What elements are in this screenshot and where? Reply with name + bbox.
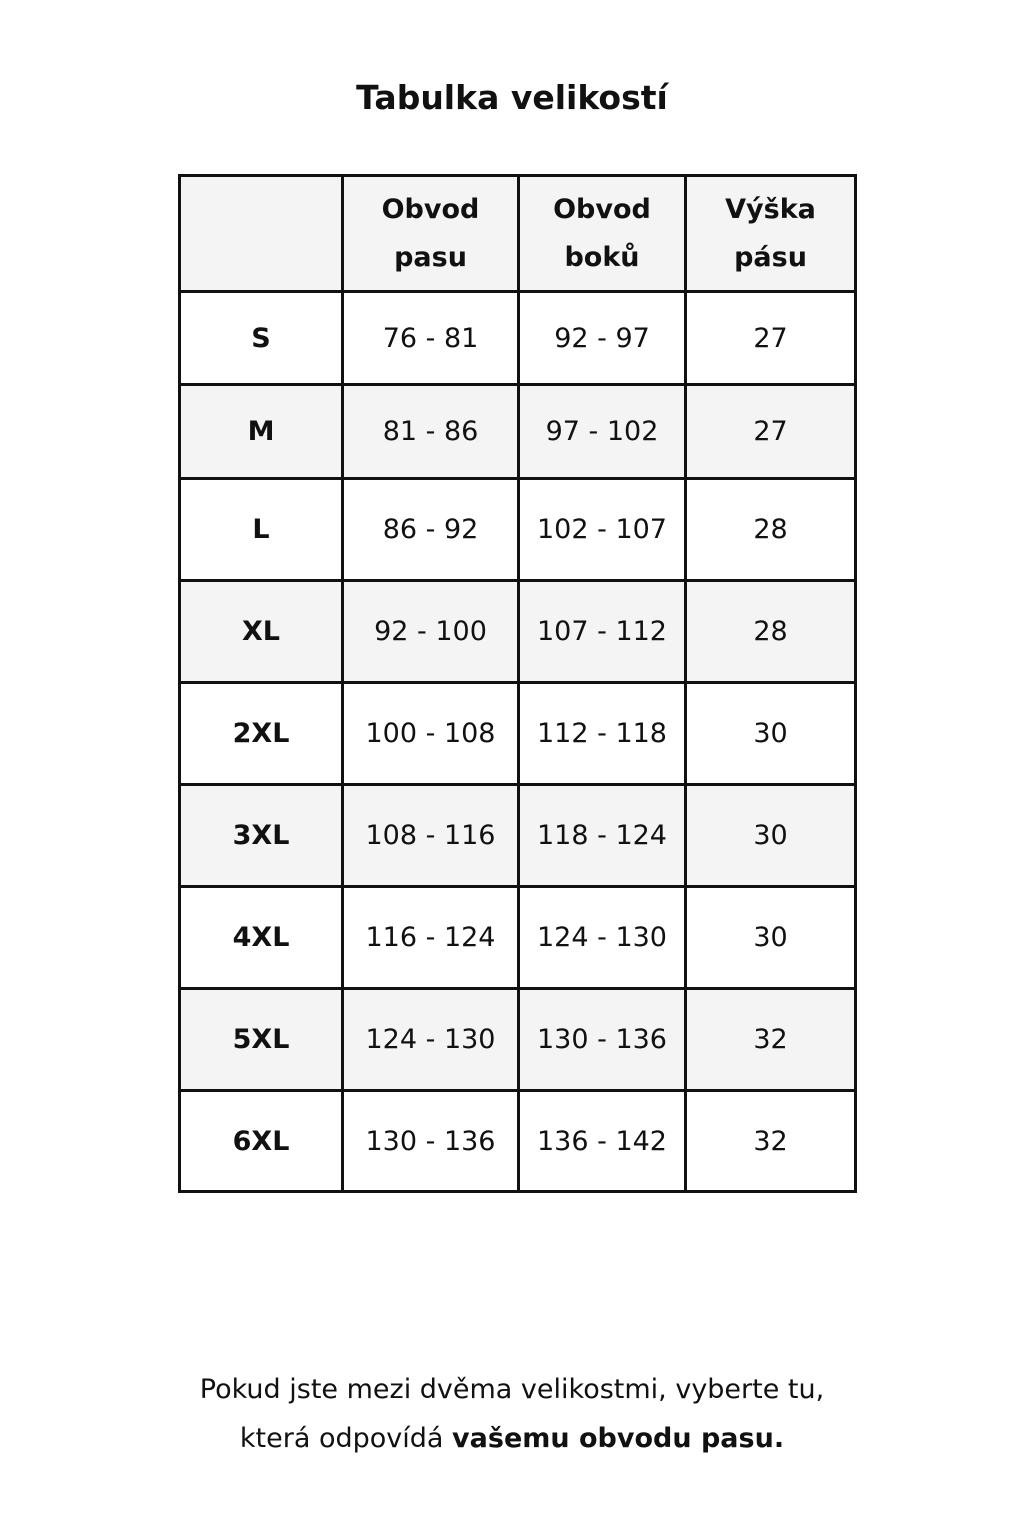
table-cell: 32 (684, 987, 857, 1092)
header-row: Obvod pasu Obvod boků Výška pásu (178, 174, 857, 293)
table-cell: 102 - 107 (517, 477, 687, 582)
table-cell: 116 - 124 (341, 885, 520, 990)
table-row: 4XL 116 - 124 124 - 130 30 (178, 885, 857, 990)
header-text: Výška (725, 193, 816, 225)
size-label: L (178, 477, 344, 582)
table-cell: 30 (684, 681, 857, 786)
footer-note: Pokud jste mezi dvěma velikostmi, vybert… (0, 1365, 1024, 1463)
table-cell: 92 - 97 (517, 290, 687, 386)
table-row: S 76 - 81 92 - 97 27 (178, 290, 857, 386)
table-cell: 130 - 136 (341, 1089, 520, 1193)
header-cell: Výška pásu (684, 174, 857, 293)
header-text: pasu (394, 241, 467, 273)
table-cell: 27 (684, 383, 857, 480)
footer-line-1: Pokud jste mezi dvěma velikostmi, vybert… (199, 1374, 825, 1405)
table-cell: 100 - 108 (341, 681, 520, 786)
table-cell: 130 - 136 (517, 987, 687, 1092)
size-label: M (178, 383, 344, 480)
table-cell: 86 - 92 (341, 477, 520, 582)
table-cell: 97 - 102 (517, 383, 687, 480)
table-row: L 86 - 92 102 - 107 28 (178, 477, 857, 582)
table-cell: 92 - 100 (341, 579, 520, 684)
size-label: 5XL (178, 987, 344, 1092)
table-cell: 136 - 142 (517, 1089, 687, 1193)
size-label: S (178, 290, 344, 386)
footer-plain: která odpovídá (239, 1423, 453, 1454)
header-text: Obvod (381, 193, 480, 225)
table-cell: 124 - 130 (341, 987, 520, 1092)
table-row: 5XL 124 - 130 130 - 136 32 (178, 987, 857, 1092)
table-row: XL 92 - 100 107 - 112 28 (178, 579, 857, 684)
table-cell: 32 (684, 1089, 857, 1193)
size-label: 6XL (178, 1089, 344, 1193)
table-cell: 108 - 116 (341, 783, 520, 888)
table-row: M 81 - 86 97 - 102 27 (178, 383, 857, 480)
table-cell: 124 - 130 (517, 885, 687, 990)
table-cell: 112 - 118 (517, 681, 687, 786)
footer-line-2: která odpovídá vašemu obvodu pasu. (0, 1414, 1024, 1463)
table-cell: 76 - 81 (341, 290, 520, 386)
size-label: XL (178, 579, 344, 684)
page-title: Tabulka velikostí (356, 78, 668, 117)
table-cell: 30 (684, 783, 857, 888)
size-table: Obvod pasu Obvod boků Výška pásu S 76 - 81 92 - … (178, 174, 857, 1193)
table-cell: 27 (684, 290, 857, 386)
header-text: pásu (734, 241, 807, 273)
size-label: 4XL (178, 885, 344, 990)
table-cell: 28 (684, 579, 857, 684)
table-cell: 81 - 86 (341, 383, 520, 480)
header-cell: Obvod pasu (341, 174, 520, 293)
header-cell (178, 174, 344, 293)
footer-bold: vašemu obvodu pasu. (452, 1423, 785, 1454)
table-row: 2XL 100 - 108 112 - 118 30 (178, 681, 857, 786)
table-row: 3XL 108 - 116 118 - 124 30 (178, 783, 857, 888)
table-cell: 107 - 112 (517, 579, 687, 684)
size-label: 2XL (178, 681, 344, 786)
header-text: Obvod (553, 193, 651, 225)
header-text: boků (564, 241, 640, 273)
table-cell: 28 (684, 477, 857, 582)
table-cell: 118 - 124 (517, 783, 687, 888)
header-cell: Obvod boků (517, 174, 687, 293)
table-row: 6XL 130 - 136 136 - 142 32 (178, 1089, 857, 1193)
table-cell: 30 (684, 885, 857, 990)
size-label: 3XL (178, 783, 344, 888)
